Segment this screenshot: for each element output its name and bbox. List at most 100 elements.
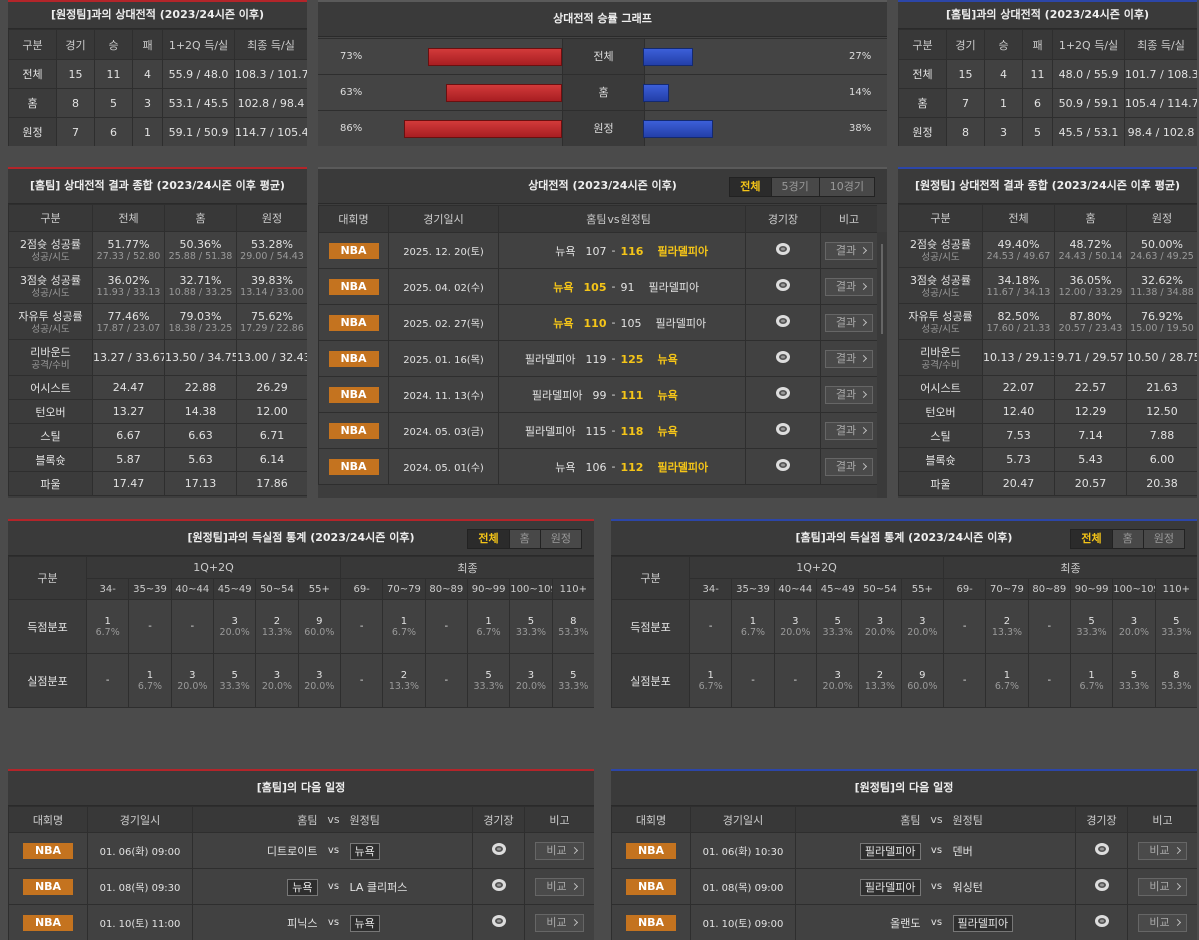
value: 12.40	[1002, 405, 1035, 418]
stadium	[745, 448, 821, 485]
home-team: 올랜도	[890, 916, 921, 930]
percent: 20.0%	[780, 626, 811, 638]
stadium-icon[interactable]	[1094, 842, 1110, 856]
compare-button[interactable]: 비교	[535, 877, 584, 896]
value: 75.62%	[251, 309, 293, 323]
cell: 8	[946, 117, 985, 146]
note: 결과	[820, 448, 877, 485]
cell: 2 13.3%	[255, 599, 299, 654]
label: 자유투 성공률	[18, 310, 83, 323]
compare-button[interactable]: 비교	[1138, 913, 1187, 932]
result-button[interactable]: 결과	[824, 313, 874, 332]
value: 6.67	[116, 429, 141, 442]
value: 17.47	[112, 477, 145, 490]
value: 32.71%	[179, 273, 222, 287]
group-header: 1Q+2Q	[86, 556, 341, 579]
tab[interactable]: 전체	[1071, 530, 1112, 548]
stadium-icon[interactable]	[775, 242, 791, 256]
cell: 48.72% 24.43 / 50.14	[1054, 231, 1127, 268]
row: 원정 7 6 1 59.1 / 50.9 114.7 / 105.4	[8, 117, 307, 146]
stadium-icon[interactable]	[775, 278, 791, 292]
cell: 3 20.0%	[255, 653, 299, 708]
cell: 5.43	[1054, 447, 1127, 472]
sub-value: 11.93 / 33.13	[96, 286, 161, 298]
row: 3점슛 성공률 성공/시도 34.18% 11.67 / 34.13 36.05% 12.…	[898, 267, 1197, 304]
header-cell: 대회명	[611, 806, 691, 833]
stadium-icon[interactable]	[491, 878, 507, 892]
stadium-icon[interactable]	[491, 914, 507, 928]
cell: 53.1 / 45.5	[162, 88, 235, 118]
result-button[interactable]: 결과	[824, 385, 874, 404]
tab[interactable]: 원정	[1142, 530, 1184, 548]
home-cell: 필라델피아	[795, 832, 921, 869]
compare-button[interactable]: 비교	[1138, 877, 1187, 896]
cell: 13.00 / 32.43	[236, 339, 307, 376]
header-cell: 원정	[1126, 204, 1197, 232]
away-team: 뉴욕	[657, 352, 678, 366]
tab[interactable]: 전체	[468, 530, 509, 548]
cell: 1 6.7%	[731, 599, 775, 654]
sub-value: 17.60 / 21.33	[986, 322, 1051, 334]
stadium-icon[interactable]	[775, 386, 791, 400]
table: 구분 전체 홈 원정 2점슛 성공률 성공/시도 51.77% 27.33 / 52.80 50…	[8, 204, 307, 496]
cell: 13.27 / 33.67	[92, 339, 165, 376]
result-button[interactable]: 결과	[824, 277, 874, 296]
row: 스틸 6.67 6.63 6.71	[8, 423, 307, 448]
percent: 53.3%	[1161, 680, 1192, 692]
away-cell: 112 필라델피아	[620, 448, 746, 485]
cell: 2 13.3%	[985, 599, 1029, 654]
separator: -	[606, 376, 621, 413]
stadium-icon[interactable]	[775, 314, 791, 328]
header-cell: vs	[317, 806, 350, 833]
compare-button[interactable]: 비교	[1138, 841, 1187, 860]
cell: 5 33.3%	[1154, 599, 1197, 654]
row: 턴오버 13.27 14.38 12.00	[8, 399, 307, 424]
result-button[interactable]: 결과	[824, 241, 874, 260]
label: 리바운드	[920, 346, 961, 359]
separator: -	[606, 412, 621, 449]
sub-label: 성공/시도	[921, 324, 960, 335]
tab[interactable]: 원정	[539, 530, 581, 548]
stadium-icon[interactable]	[491, 842, 507, 856]
compare-button[interactable]: 비교	[535, 841, 584, 860]
tab[interactable]: 10경기	[818, 178, 874, 196]
cell: 6	[94, 117, 133, 146]
row: NBA 01. 08(목) 09:00 필라델피아 vs 워싱턴 비교	[611, 868, 1197, 905]
away-team: 뉴욕	[349, 842, 380, 860]
stadium-icon[interactable]	[1094, 878, 1110, 892]
league-badge: NBA	[328, 386, 379, 403]
result-button[interactable]: 결과	[824, 457, 874, 476]
result-button[interactable]: 결과	[824, 421, 874, 440]
row: 블록슛 5.87 5.63 6.14	[8, 447, 307, 472]
header-cell: 구분	[611, 556, 690, 600]
date: 2025. 01. 16(목)	[388, 340, 499, 377]
row-label: 스틸	[8, 423, 93, 448]
range-header: 45~49	[212, 578, 257, 600]
stadium-icon[interactable]	[775, 350, 791, 364]
cell: 5.63	[164, 447, 237, 472]
tab[interactable]: 홈	[508, 530, 540, 548]
table: 대회명 경기일시 홈팀 vs 원정팀 경기장 비고 NBA 01. 06(화) 09:00 디트로…	[8, 806, 594, 940]
header-cell: 구분	[8, 204, 93, 232]
percent: 6.7%	[740, 626, 766, 638]
note: 비교	[524, 904, 594, 940]
stadium-icon[interactable]	[1094, 914, 1110, 928]
cell: 75.62% 17.29 / 22.86	[236, 303, 307, 340]
range-header: 110+	[551, 578, 594, 600]
cell: 76.92% 15.00 / 19.50	[1126, 303, 1197, 340]
tab[interactable]: 5경기	[770, 178, 819, 196]
value: 12.50	[1146, 405, 1178, 418]
stadium-icon[interactable]	[775, 422, 791, 436]
cell: 1	[984, 88, 1023, 118]
header-cell: 1+2Q 득/실	[162, 29, 235, 60]
stadium-icon[interactable]	[775, 458, 791, 472]
tab[interactable]: 전체	[730, 178, 771, 196]
row: 홈 8 5 3 53.1 / 45.5 102.8 / 98.4	[8, 88, 307, 118]
panel-title: 상대전적 (2023/24시즌 이후) 전체 5경기 10경기	[318, 169, 887, 204]
compare-button[interactable]: 비교	[535, 913, 584, 932]
count: 5	[570, 669, 577, 681]
result-button[interactable]: 결과	[824, 349, 874, 368]
cell: 9 60.0%	[297, 599, 341, 654]
away-bar	[643, 84, 669, 102]
tab[interactable]: 홈	[1111, 530, 1143, 548]
